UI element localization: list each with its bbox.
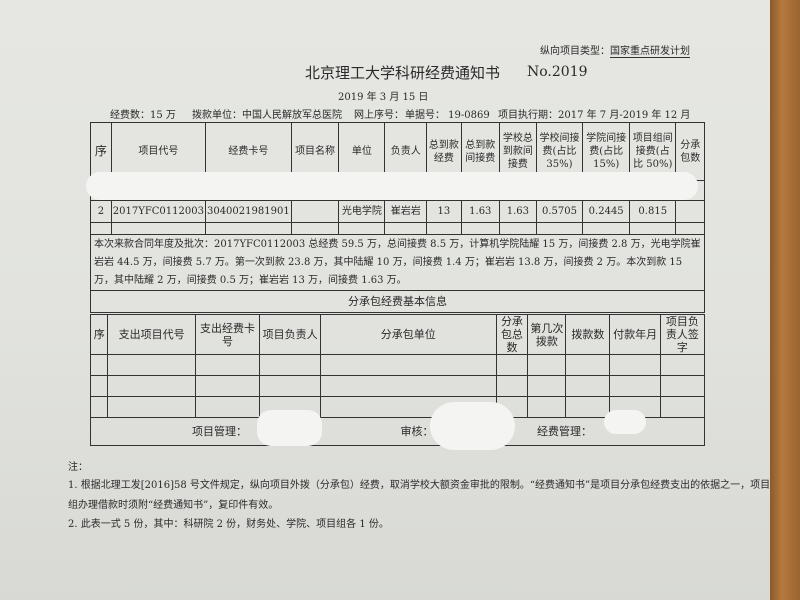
cell: 光电学院 xyxy=(338,200,386,223)
table-row xyxy=(89,375,706,397)
header-cell: 支出经费卡号 xyxy=(194,314,261,355)
sub-table-title: 分承包经费基本信息 xyxy=(90,290,705,313)
header-cell: 负责人 xyxy=(384,122,428,181)
project-type-label: 纵向项目类型： xyxy=(540,46,610,57)
header-cell: 分承包单位 xyxy=(319,314,497,355)
table-row xyxy=(89,354,706,376)
payer: 拨款单位：中国人民解放军总医院 xyxy=(192,110,342,121)
header-cell: 项目负责人 xyxy=(259,314,321,355)
header-cell: 单位 xyxy=(338,122,386,181)
header-cell: 第几次拨款 xyxy=(527,314,567,355)
header-cell: 拨款数 xyxy=(565,314,611,355)
cell: 0.815 xyxy=(629,200,677,223)
receipt-no: 单据号： 19-0869 xyxy=(405,110,490,121)
header-cell: 项目负责人签字 xyxy=(659,314,706,355)
remark: 本次来款合同年度及批次：2017YFC0112003 总经费 59.5 万，总间… xyxy=(90,234,705,291)
online-no: 网上序号： xyxy=(354,110,404,121)
project-mgmt-label: 项目管理： xyxy=(192,425,247,438)
cell: 2017YFC0112003 xyxy=(110,200,206,223)
header-cell: 总到款间接费 xyxy=(460,122,501,181)
header-cell: 序 xyxy=(90,122,112,181)
page-title: 北京理工大学科研经费通知书 xyxy=(305,64,501,82)
header-cell: 序 xyxy=(89,314,109,355)
cell xyxy=(675,200,705,223)
redaction-band xyxy=(86,172,698,200)
redaction-review xyxy=(430,402,515,450)
main-table-header: 序 项目代号 经费卡号 项目名称 单位 负责人 总到款经费 总到款间接费 学校总… xyxy=(90,122,705,181)
note-item: 组办理借款时须附“经费通知书”，复印件有效。 xyxy=(68,500,279,511)
note-item: 1. 根据北理工发[2016]58 号文件规定，纵向项目外拨（分承包）经费，取消… xyxy=(68,480,771,491)
cell: 0.5705 xyxy=(535,200,584,223)
header-cell: 项目代号 xyxy=(110,122,206,181)
redaction-project-mgmt xyxy=(257,410,322,446)
header-cell: 学院间接费(占比 15%) xyxy=(582,122,631,181)
cell: 13 xyxy=(426,200,462,223)
period: 项目执行期：2017 年 7 月-2019 年 12 月 xyxy=(498,110,691,121)
cell xyxy=(290,200,340,223)
note-item: 2. 此表一式 5 份，其中：科研院 2 份，财务处、学院、项目组各 1 份。 xyxy=(68,519,389,530)
notes-label: 注： xyxy=(68,462,88,473)
amount: 经费数：15 万 xyxy=(110,110,176,121)
cell: 0.2445 xyxy=(582,200,631,223)
header-cell: 分承包数 xyxy=(675,122,705,181)
header-cell: 项目组间接费(占比 50%) xyxy=(629,122,677,181)
fund-mgmt-label: 经费管理： xyxy=(537,425,592,438)
header-cell: 支出项目代号 xyxy=(107,314,196,355)
redaction-fund-mgmt xyxy=(604,410,646,434)
document-date: 2019 年 3 月 15 日 xyxy=(338,92,429,103)
header-cell: 分承包总数 xyxy=(495,314,529,355)
project-type-value: 国家重点研发计划 xyxy=(610,46,690,58)
table-row: 2 2017YFC0112003 3040021981901 光电学院 崔岩岩 … xyxy=(90,200,705,223)
header-cell: 付款年月 xyxy=(609,314,661,355)
main-table: 序 项目代号 经费卡号 项目名称 单位 负责人 总到款经费 总到款间接费 学校总… xyxy=(90,122,705,313)
cell: 2 xyxy=(90,200,112,223)
review-label: 审核： xyxy=(400,425,434,438)
sub-table: 序 支出项目代号 支出经费卡号 项目负责人 分承包单位 分承包总数 第几次拨款 … xyxy=(89,314,706,446)
header-cell: 学校总到款间接费 xyxy=(499,122,537,181)
document-number: No.2019 xyxy=(527,64,588,80)
header-cell: 总到款经费 xyxy=(426,122,462,181)
cell: 崔岩岩 xyxy=(384,200,428,223)
project-type: 纵向项目类型：国家重点研发计划 xyxy=(540,42,690,58)
cell: 1.63 xyxy=(499,200,537,223)
cell: 1.63 xyxy=(460,200,501,223)
cell: 3040021981901 xyxy=(204,200,292,223)
signature-row: 项目管理： 审核： 经费管理： xyxy=(90,417,705,446)
header-cell: 经费卡号 xyxy=(204,122,292,181)
desk-edge xyxy=(770,0,800,600)
sub-table-header: 序 支出项目代号 支出经费卡号 项目负责人 分承包单位 分承包总数 第几次拨款 … xyxy=(89,314,706,355)
